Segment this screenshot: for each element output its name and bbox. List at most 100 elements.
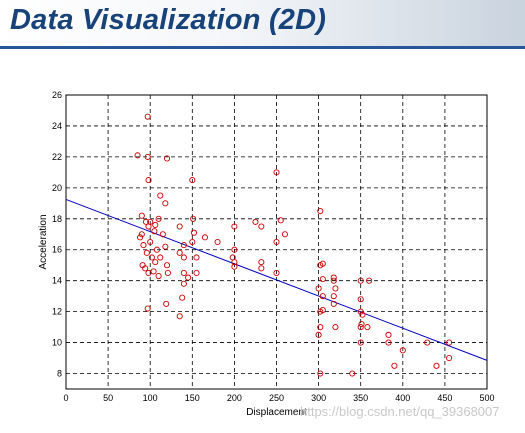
data-point [180,269,187,276]
data-point [319,293,326,300]
data-point [147,238,154,246]
data-point [145,177,152,184]
data-point [144,153,151,160]
y-tick-label: 20 [52,183,62,193]
data-point [134,152,141,159]
data-point [366,277,373,284]
data-point [157,254,164,261]
x-tick-label: 300 [311,393,326,403]
data-point [273,169,280,176]
x-tick-label: 200 [227,393,242,403]
y-tick-label: 16 [52,245,62,255]
data-point [193,269,200,276]
plot-area-frame [65,94,488,390]
y-tick-label: 14 [52,276,62,286]
data-point [358,320,365,328]
regression-line [65,198,488,361]
y-tick-label: 26 [52,90,62,100]
data-point [176,249,183,256]
data-point [180,242,187,249]
y-tick-label: 22 [52,152,62,162]
x-tick-label: 0 [63,393,68,403]
data-point [138,212,145,219]
data-point [150,268,157,275]
data-point [332,285,339,292]
watermark-url: https://blog.csdn.net/qq_39368007 [300,404,500,419]
data-points [134,113,453,377]
data-point [164,269,171,276]
data-point [180,254,187,261]
data-point [190,215,197,222]
data-point [231,223,238,230]
y-tick-label: 12 [52,307,62,317]
data-point [138,231,145,238]
data-point [258,223,265,230]
y-tick-label: 8 [57,369,62,379]
data-point [385,331,392,338]
data-point [317,324,324,331]
data-point [319,307,326,314]
data-point [142,218,150,225]
data-point [391,362,398,369]
data-point [147,218,154,225]
data-point [201,234,208,241]
data-point [214,238,221,246]
data-point [176,223,183,230]
x-tick-label: 350 [353,393,368,403]
data-point [364,324,371,331]
data-point [315,331,322,338]
data-point [142,265,149,272]
data-point [144,113,151,120]
data-point [185,274,192,281]
data-point [176,313,183,320]
data-point [152,221,159,229]
data-point [144,305,151,312]
data-point [330,274,337,281]
data-point [155,272,162,280]
data-point [140,242,147,249]
data-point [317,370,324,377]
x-tick-label: 150 [185,393,200,403]
data-point [317,208,324,215]
data-point [180,280,187,287]
x-tick-label: 100 [143,393,158,403]
slide-title: Data Visualization (2D) [10,4,327,36]
data-point [399,347,406,354]
x-axis-title: Displacement [246,407,307,418]
data-point [193,254,200,261]
data-point [162,243,169,250]
data-point [273,238,280,246]
data-point [359,311,366,318]
data-point [315,285,322,292]
data-point [357,324,364,331]
data-point [357,308,364,315]
slide-header: Data Visualization (2D) [0,0,525,46]
data-point [330,293,337,300]
data-point [159,231,166,238]
data-point [231,263,238,270]
chart-grid [66,95,487,389]
data-point [446,355,453,362]
data-point [349,370,356,377]
data-point [357,296,364,303]
data-point [148,254,155,261]
header-divider [0,46,525,49]
data-point [162,200,169,207]
data-point [277,217,284,224]
data-point [155,215,162,222]
data-point [143,249,150,256]
data-point [273,269,280,276]
data-point [189,177,196,184]
data-point [231,259,238,266]
data-point [385,339,392,346]
x-tick-label: 50 [103,393,113,403]
data-point [189,238,196,246]
data-point [179,294,186,301]
y-tick-label: 24 [52,121,62,131]
data-point [252,218,259,225]
x-tick-label: 400 [395,393,410,403]
data-point [137,234,144,241]
axis-ticks: 0 50 100 150 200 250 300 350 400 450 500 8 10 12 14 16 1… [52,90,495,403]
data-point [157,192,164,199]
